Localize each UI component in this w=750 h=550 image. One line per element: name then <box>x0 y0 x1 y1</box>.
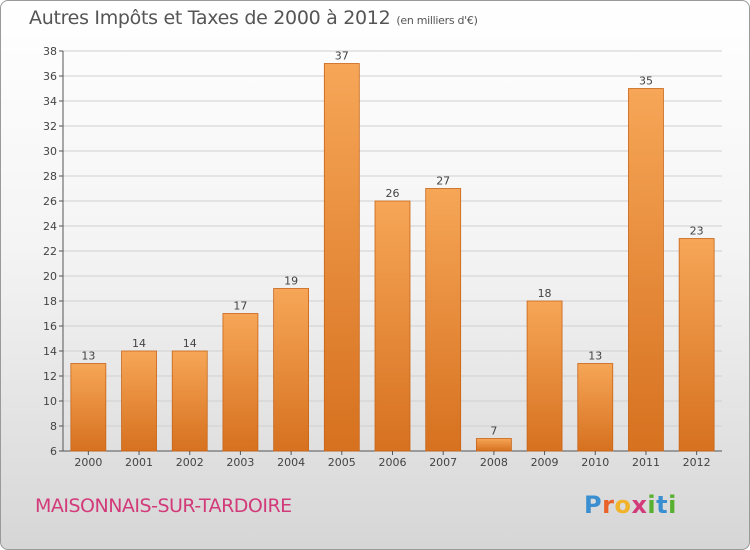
bar-2008 <box>475 438 512 452</box>
x-tick-label-2012: 2012 <box>683 456 711 469</box>
y-tick-label: 6 <box>50 445 57 458</box>
y-tick-label: 34 <box>43 95 57 108</box>
y-tick-label: 14 <box>43 345 57 358</box>
bar-2003 <box>222 313 259 452</box>
logo-letter: i <box>668 491 677 519</box>
value-label-2002: 14 <box>183 337 197 350</box>
bar-2007 <box>425 188 462 452</box>
bar-2009 <box>526 300 563 452</box>
bar-2000 <box>70 363 107 452</box>
y-tick-label: 12 <box>43 370 57 383</box>
value-label-2012: 23 <box>690 225 704 238</box>
value-label-2000: 13 <box>81 350 95 363</box>
logo-letter: t <box>656 491 669 519</box>
bar-2002 <box>171 350 208 452</box>
y-tick-label: 32 <box>43 120 57 133</box>
y-tick-label: 16 <box>43 320 57 333</box>
logo-letter: i <box>647 491 657 519</box>
chart-title-text: Autres Impôts et Taxes de 2000 à 2012 <box>29 7 391 29</box>
value-label-2008: 7 <box>490 425 497 438</box>
value-label-2009: 18 <box>538 287 552 300</box>
value-label-2001: 14 <box>132 337 146 350</box>
city-name: MAISONNAIS-SUR-TARDOIRE <box>35 495 292 517</box>
bar-2005 <box>323 63 360 452</box>
y-tick-label: 22 <box>43 245 57 258</box>
y-tick-label: 8 <box>50 420 57 433</box>
x-tick-label-2008: 2008 <box>480 456 508 469</box>
x-tick-label-2000: 2000 <box>74 456 102 469</box>
value-label-2004: 19 <box>284 275 298 288</box>
x-tick-label-2002: 2002 <box>176 456 204 469</box>
y-tick-label: 18 <box>43 295 57 308</box>
x-tick-label-2010: 2010 <box>581 456 609 469</box>
y-tick-label: 38 <box>43 45 57 58</box>
x-tick-label-2007: 2007 <box>429 456 457 469</box>
logo-letter: r <box>602 491 615 519</box>
value-label-2006: 26 <box>386 187 400 200</box>
y-tick-label: 28 <box>43 170 57 183</box>
x-tick-label-2004: 2004 <box>277 456 305 469</box>
y-tick-label: 24 <box>43 220 57 233</box>
y-tick-label: 30 <box>43 145 57 158</box>
y-tick-label: 36 <box>43 70 57 83</box>
proxiti-logo: Proxiti <box>584 491 677 519</box>
logo-letter: x <box>631 491 648 519</box>
value-label-2007: 27 <box>436 175 450 188</box>
chart-subtitle: (en milliers d'€) <box>396 14 478 27</box>
bar-2004 <box>273 288 310 452</box>
x-tick-label-2001: 2001 <box>125 456 153 469</box>
x-tick-label-2009: 2009 <box>531 456 559 469</box>
x-tick-label-2006: 2006 <box>379 456 407 469</box>
logo-letter: o <box>614 491 632 519</box>
value-label-2005: 37 <box>335 50 349 63</box>
x-tick-label-2011: 2011 <box>632 456 660 469</box>
y-tick-label: 10 <box>43 395 57 408</box>
bar-2006 <box>374 200 411 452</box>
y-tick-label: 20 <box>43 270 57 283</box>
bar-2001 <box>121 350 157 452</box>
bar-2012 <box>678 238 715 452</box>
value-label-2011: 35 <box>639 75 653 88</box>
bar-2011 <box>628 88 664 452</box>
y-tick-label: 26 <box>43 195 57 208</box>
value-label-2003: 17 <box>233 300 247 313</box>
logo-letter: P <box>584 491 603 519</box>
x-tick-label-2003: 2003 <box>226 456 254 469</box>
value-label-2010: 13 <box>588 350 602 363</box>
bar-2010 <box>577 363 614 452</box>
chart-title: Autres Impôts et Taxes de 2000 à 2012 (en… <box>29 7 478 29</box>
x-tick-label-2005: 2005 <box>328 456 356 469</box>
